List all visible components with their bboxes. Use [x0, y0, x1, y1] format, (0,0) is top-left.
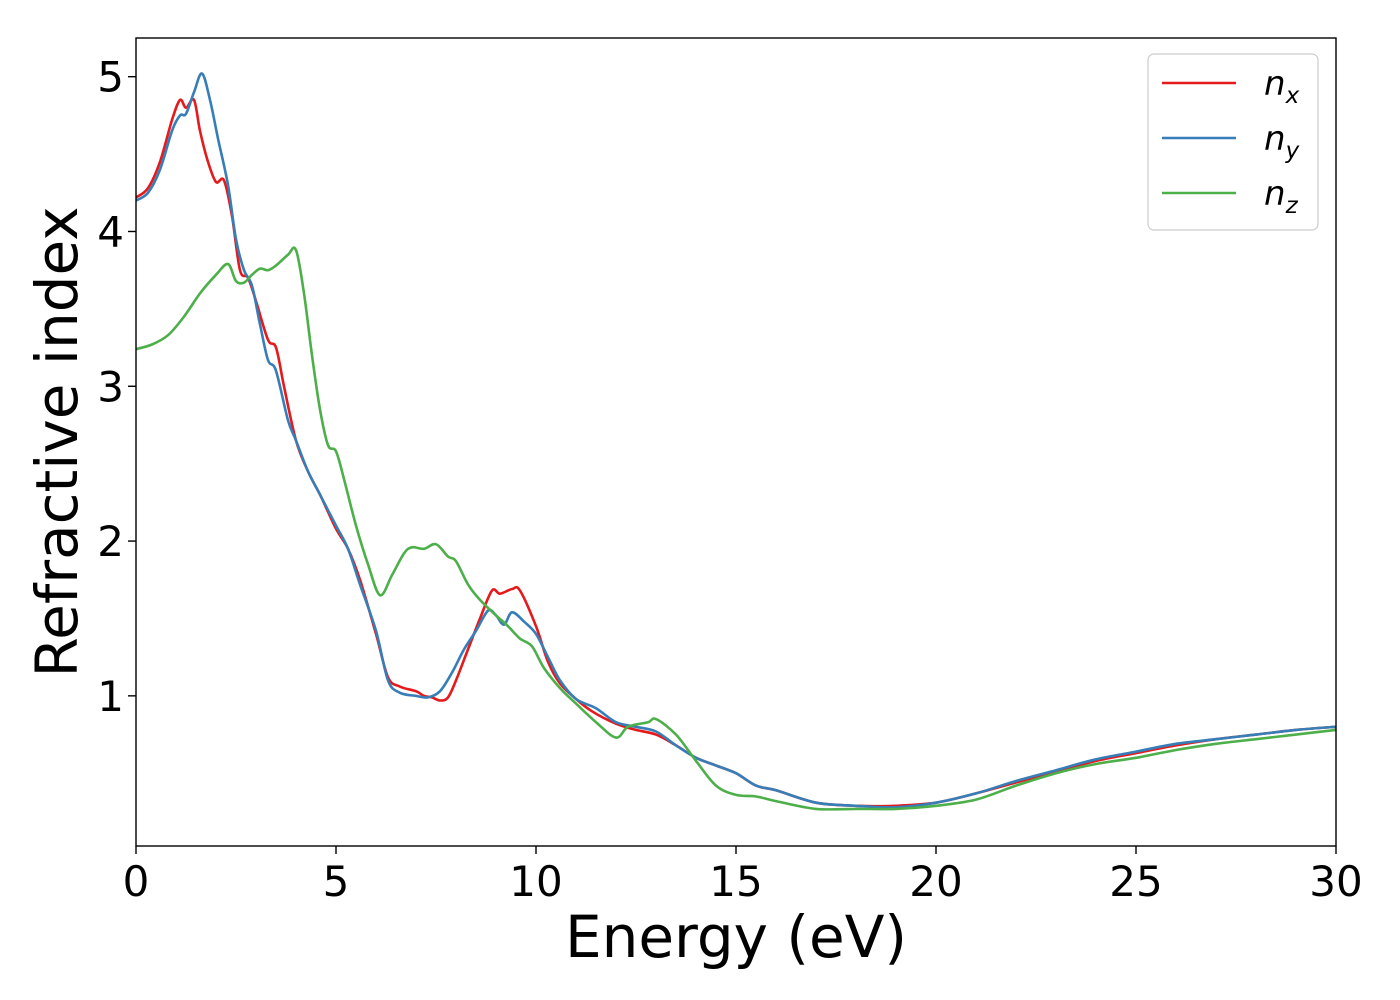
legend-label-y: ny	[1264, 119, 1300, 164]
series-line-z	[135, 246, 1337, 811]
x-tick-label: 5	[323, 857, 350, 906]
x-tick-label: 10	[509, 857, 562, 906]
y-tick-label: 4	[97, 207, 124, 256]
y-tick-label: 2	[97, 517, 124, 566]
y-tick-label: 3	[97, 362, 124, 411]
legend: nx ny nz	[1147, 53, 1319, 231]
y-tick-label: 1	[97, 672, 124, 721]
series-line-y	[135, 72, 1337, 809]
x-axis: 0 5 10 15 20 25 30	[123, 846, 1363, 906]
legend-box	[1147, 53, 1319, 231]
series-layer	[135, 72, 1337, 811]
y-axis: 1 2 3 4 5	[97, 53, 136, 721]
x-axis-title: Energy (eV)	[565, 903, 907, 971]
x-tick-label: 0	[123, 857, 150, 906]
legend-label-z: nz	[1264, 174, 1299, 219]
legend-label-x: nx	[1264, 64, 1300, 109]
x-tick-label: 25	[1109, 857, 1162, 906]
x-tick-label: 15	[709, 857, 762, 906]
y-tick-label: 5	[97, 53, 124, 102]
y-axis-title: Refractive index	[23, 206, 91, 677]
x-tick-label: 30	[1309, 857, 1362, 906]
x-tick-label: 20	[909, 857, 962, 906]
